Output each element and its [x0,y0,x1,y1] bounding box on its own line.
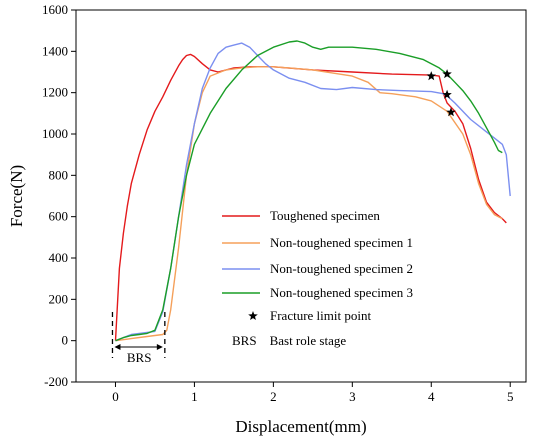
brs-annotation: BRS [111,312,166,365]
brs-arrow-left-head [114,344,121,350]
x-tick-label: 2 [270,389,277,404]
fracture-point-star [442,89,452,99]
x-tick-label: 0 [112,389,119,404]
y-tick-label: 1200 [42,85,68,100]
plot-frame [75,9,527,383]
x-tick-label: 5 [507,389,514,404]
fracture-point-star [446,107,456,117]
axes: 0 1 2 3 4 5 -200 0 200 400 600 800 1000 1200 1400 1600 [42,2,527,404]
y-tick-label: 1400 [42,43,68,58]
y-tick-label: 800 [49,167,69,182]
y-tick-label: 400 [49,250,69,265]
legend-label-fracture: Fracture limit point [270,308,371,323]
legend-label-4: Non-toughened specimen 3 [270,285,413,300]
y-tick-label: 200 [49,291,69,306]
series-group [114,40,511,342]
x-tick-label: 1 [191,389,198,404]
fracture-point-star [426,71,436,81]
series-line-2 [115,66,503,342]
fracture-markers [426,69,456,117]
y-tick-label: 1600 [42,2,68,17]
brs-arrow-right-head [156,344,163,350]
x-tick-label: 3 [349,389,356,404]
legend-label-2: Non-toughened specimen 1 [270,235,413,250]
y-tick-label: 0 [62,333,69,348]
series-line-4 [115,40,503,342]
fracture-point-star [442,69,452,79]
y-tick-label: 1000 [42,126,68,141]
y-axis-title: Force(N) [7,165,26,227]
x-tick-label: 4 [428,389,435,404]
legend-label-1: Toughened specimen [270,208,380,223]
y-tick-label: -200 [44,374,68,389]
x-axis-title: Displacement(mm) [235,417,366,436]
brs-label: BRS [127,350,152,365]
legend-label-3: Non-toughened specimen 2 [270,261,413,276]
legend: BRS Bast role stage Toughened specimen No… [222,208,413,348]
legend-brs-text: BRS Bast role stage [232,333,346,348]
legend-star-icon [248,311,258,320]
y-tick-label: 600 [49,209,69,224]
